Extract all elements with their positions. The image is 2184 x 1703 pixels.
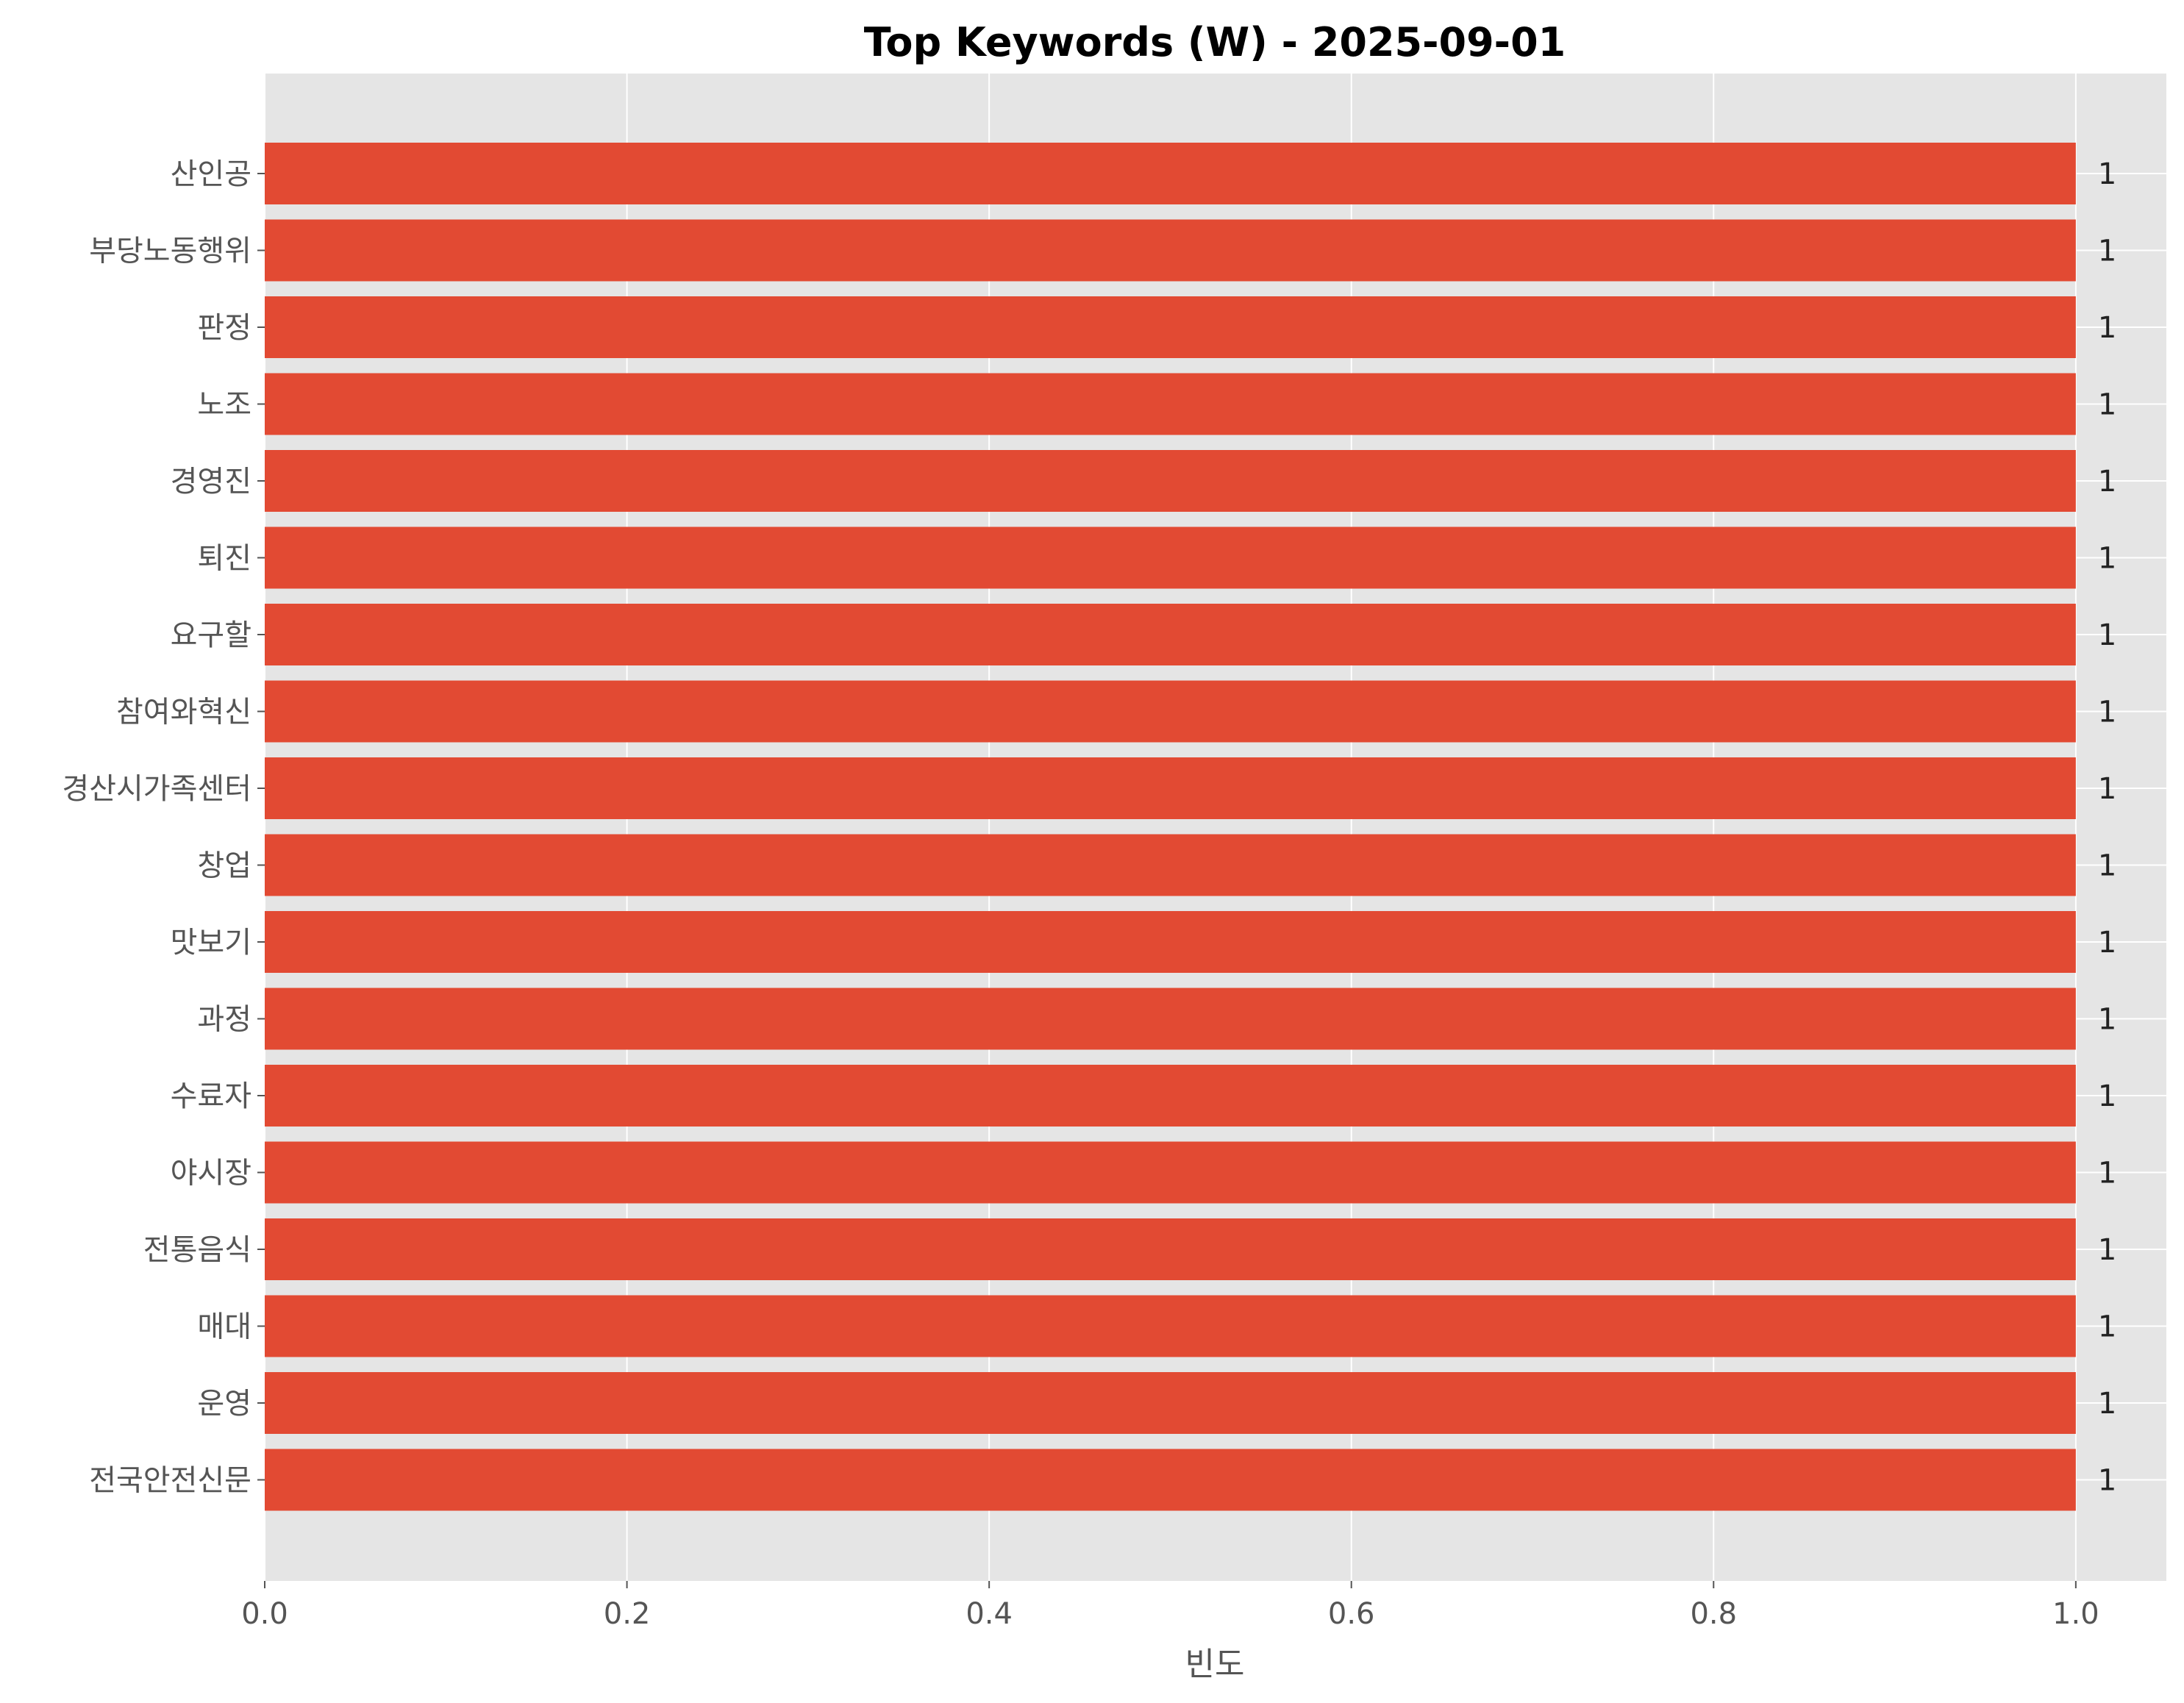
bar-value-label: 1 [2098, 157, 2116, 191]
y-tick-label: 전통음식 [143, 1233, 251, 1267]
y-tick-label: 판정 [197, 311, 251, 345]
bar-value-label: 1 [2098, 1464, 2116, 1498]
bar-value-label: 1 [2098, 618, 2116, 652]
bar-value-label: 1 [2098, 696, 2116, 729]
bar [265, 988, 2076, 1050]
y-tick-label: 산인공 [171, 157, 251, 191]
bar-value-label: 1 [2098, 542, 2116, 576]
y-tick-label: 경영진 [171, 465, 251, 499]
bar [265, 1141, 2076, 1204]
x-tick-label: 0.8 [1690, 1597, 1737, 1631]
bar [265, 143, 2076, 204]
bar [265, 1295, 2076, 1357]
bar-value-label: 1 [2098, 1079, 2116, 1113]
x-tick-label: 0.2 [604, 1597, 651, 1631]
bar [265, 219, 2076, 282]
y-tick-label: 전국안전신문 [89, 1464, 251, 1498]
x-tick-label: 0.0 [241, 1597, 288, 1631]
y-tick-label: 수료자 [171, 1079, 251, 1113]
bar [265, 373, 2076, 435]
y-tick-label: 요구할 [171, 618, 251, 652]
y-tick-label: 부당노동행위 [89, 235, 251, 268]
bar-value-label: 1 [2098, 1387, 2116, 1421]
y-tick-label: 맛보기 [171, 926, 251, 960]
bar-value-label: 1 [2098, 1003, 2116, 1037]
x-tick-label: 1.0 [2052, 1597, 2099, 1631]
y-tick-label: 노조 [197, 388, 251, 422]
y-tick-label: 창업 [197, 849, 251, 883]
bar-value-label: 1 [2098, 465, 2116, 499]
bar [265, 834, 2076, 896]
bar-value-label: 1 [2098, 772, 2116, 806]
y-tick-label: 매대 [197, 1310, 251, 1344]
y-tick-label: 운영 [197, 1387, 251, 1421]
x-tick-label: 0.6 [1328, 1597, 1375, 1631]
x-axis-label: 빈도 [1185, 1646, 1245, 1683]
bar [265, 450, 2076, 512]
x-tick-label: 0.4 [966, 1597, 1013, 1631]
y-tick-label: 퇴진 [197, 542, 251, 576]
y-tick-label: 야시장 [171, 1157, 251, 1190]
bar [265, 911, 2076, 973]
bar [265, 526, 2076, 589]
bar [265, 1372, 2076, 1434]
bar [265, 1449, 2076, 1511]
bar [265, 296, 2076, 358]
bar-value-label: 1 [2098, 849, 2116, 883]
chart-title: Top Keywords (W) - 2025-09-01 [864, 19, 1566, 65]
bar-value-label: 1 [2098, 388, 2116, 422]
y-tick-label: 과정 [197, 1003, 251, 1037]
bar-value-label: 1 [2098, 926, 2116, 960]
bar-value-label: 1 [2098, 1310, 2116, 1344]
bar [265, 1218, 2076, 1280]
bar-value-label: 1 [2098, 1157, 2116, 1190]
label-layer: 0.0 0.2 0.4 0.6 0.8 1.0 산인공 1 부당노동행위 1 판정 1 노조 1 경영진 1 퇴… [62, 157, 2116, 1631]
bar-value-label: 1 [2098, 311, 2116, 345]
y-tick-label: 경산시가족센터 [62, 772, 251, 806]
bar [265, 1065, 2076, 1127]
y-tick-label: 참여와혁신 [116, 696, 251, 729]
bar-layer [265, 143, 2076, 1511]
bar-value-label: 1 [2098, 1233, 2116, 1267]
bar-value-label: 1 [2098, 235, 2116, 268]
bar [265, 604, 2076, 665]
bar [265, 680, 2076, 743]
bar [265, 757, 2076, 819]
